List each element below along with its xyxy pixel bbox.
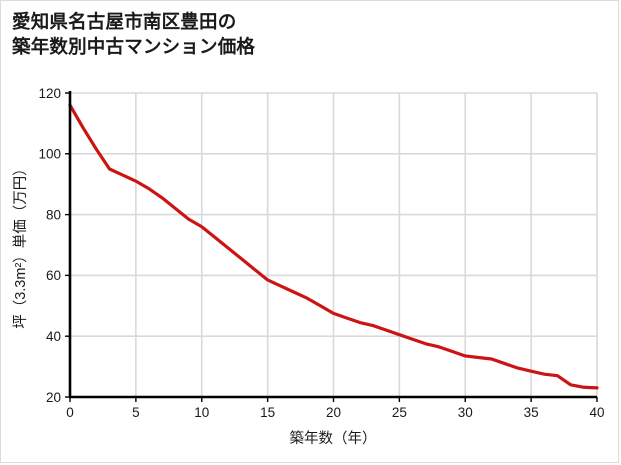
y-tick-label: 20 — [46, 390, 61, 405]
y-axis-title: 坪（3.3m²）単価（万円） — [12, 161, 29, 329]
x-tick-label: 35 — [524, 405, 539, 420]
gridlines-group — [69, 92, 598, 398]
x-tick-label: 30 — [458, 405, 473, 420]
y-tick-label: 40 — [46, 329, 61, 344]
y-tick-label: 100 — [38, 147, 61, 162]
y-tick-label: 60 — [46, 268, 61, 283]
x-tick-label: 15 — [260, 405, 275, 420]
x-tick-label: 10 — [194, 405, 209, 420]
x-tick-label: 0 — [66, 405, 74, 420]
x-axis-title: 築年数（年） — [290, 429, 377, 447]
x-tick-label: 25 — [392, 405, 407, 420]
y-tick-label: 80 — [46, 207, 61, 222]
y-tick-label: 120 — [38, 86, 61, 101]
series-line-坪単価 — [68, 103, 599, 390]
chart-title: 愛知県名古屋市南区豊田の 築年数別中古マンション価格 — [12, 11, 256, 57]
axis-labels-group: 20 40 60 80 100 120 0 5 10 15 20 25 30 35 40 — [38, 86, 604, 420]
series-group — [68, 103, 599, 390]
x-tick-label: 20 — [326, 405, 341, 420]
x-tick-label: 5 — [132, 405, 140, 420]
axis-ticks-group — [65, 92, 598, 402]
x-tick-label: 40 — [589, 405, 604, 420]
